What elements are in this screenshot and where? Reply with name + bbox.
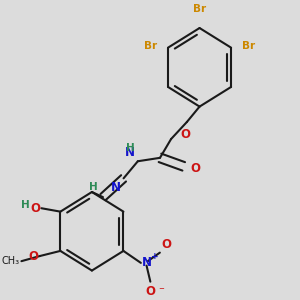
Text: +: + [151,252,159,261]
Text: O: O [180,128,190,141]
Text: O: O [28,250,38,262]
Text: Br: Br [242,41,255,51]
Text: ⁻: ⁻ [158,286,164,296]
Text: N: N [142,256,152,269]
Text: H: H [20,200,29,210]
Text: N: N [125,146,135,158]
Text: Br: Br [144,41,157,51]
Text: O: O [161,238,171,251]
Text: H: H [125,143,134,153]
Text: Br: Br [193,4,206,14]
Text: CH₃: CH₃ [2,256,20,266]
Text: O: O [191,162,201,175]
Text: N: N [111,181,121,194]
Text: O: O [30,202,40,215]
Text: H: H [89,182,98,192]
Text: O: O [146,285,155,298]
